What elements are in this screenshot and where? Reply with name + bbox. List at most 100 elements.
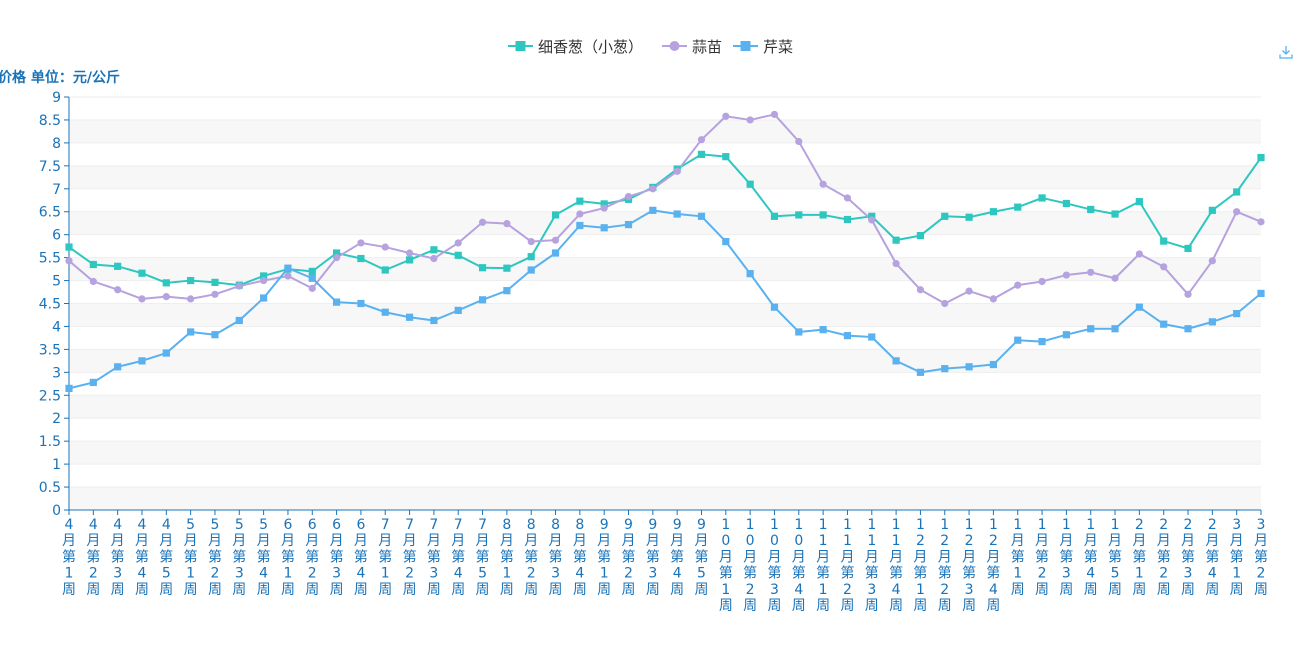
data-point[interactable] [1184, 290, 1192, 298]
data-point[interactable] [1087, 325, 1095, 333]
data-point[interactable] [770, 303, 779, 311]
data-point[interactable] [819, 211, 827, 219]
data-point[interactable] [260, 276, 268, 285]
data-point[interactable] [1208, 318, 1216, 326]
data-point[interactable] [527, 253, 535, 261]
data-point[interactable] [1111, 274, 1119, 282]
data-point[interactable] [697, 136, 706, 144]
data-point[interactable] [770, 212, 779, 220]
data-point[interactable] [503, 220, 511, 228]
data-point[interactable] [649, 185, 657, 193]
data-point[interactable] [1087, 268, 1095, 276]
data-point[interactable] [989, 360, 998, 369]
legend-item[interactable]: 细香葱（小葱） [508, 38, 643, 56]
data-point[interactable] [843, 194, 852, 202]
data-point[interactable] [308, 284, 316, 292]
data-point[interactable] [1233, 309, 1241, 318]
data-point[interactable] [454, 239, 462, 247]
data-point[interactable] [892, 357, 900, 365]
data-point[interactable] [187, 295, 195, 303]
data-point[interactable] [527, 237, 535, 246]
data-point[interactable] [1135, 303, 1143, 311]
data-point[interactable] [357, 239, 365, 247]
data-point[interactable] [916, 368, 925, 376]
data-point[interactable] [114, 286, 122, 294]
data-point[interactable] [1233, 188, 1241, 196]
data-point[interactable] [381, 308, 389, 316]
data-point[interactable] [868, 216, 876, 224]
data-point[interactable] [795, 211, 803, 219]
data-point[interactable] [1135, 198, 1143, 206]
data-point[interactable] [1062, 199, 1070, 208]
data-point[interactable] [260, 294, 268, 302]
data-point[interactable] [697, 150, 706, 158]
data-point[interactable] [1184, 325, 1192, 333]
data-point[interactable] [600, 224, 608, 232]
data-point[interactable] [357, 254, 365, 263]
data-point[interactable] [1111, 210, 1119, 218]
data-point[interactable] [1038, 194, 1046, 202]
data-point[interactable] [1111, 325, 1119, 333]
data-point[interactable] [89, 260, 97, 269]
data-point[interactable] [795, 328, 803, 336]
data-point[interactable] [843, 332, 852, 340]
data-point[interactable] [138, 269, 146, 277]
data-point[interactable] [1062, 271, 1070, 279]
data-point[interactable] [478, 296, 487, 304]
data-point[interactable] [892, 236, 900, 244]
data-point[interactable] [284, 264, 292, 272]
data-point[interactable] [746, 180, 754, 188]
data-point[interactable] [892, 259, 900, 268]
data-point[interactable] [478, 218, 487, 226]
data-point[interactable] [746, 116, 754, 124]
data-point[interactable] [503, 287, 511, 295]
data-point[interactable] [1233, 208, 1241, 216]
data-point[interactable] [1038, 337, 1046, 346]
data-point[interactable] [551, 211, 560, 219]
data-point[interactable] [503, 264, 511, 272]
data-point[interactable] [1014, 203, 1022, 211]
data-point[interactable] [1208, 206, 1216, 214]
data-point[interactable] [1038, 277, 1046, 286]
data-point[interactable] [65, 257, 73, 265]
data-point[interactable] [65, 384, 73, 392]
data-point[interactable] [576, 210, 584, 218]
data-point[interactable] [308, 267, 316, 275]
data-point[interactable] [868, 212, 876, 220]
data-point[interactable] [1160, 237, 1168, 245]
data-point[interactable] [649, 206, 657, 214]
data-point[interactable] [1257, 153, 1265, 162]
data-point[interactable] [308, 274, 316, 282]
data-point[interactable] [722, 237, 730, 246]
data-point[interactable] [405, 249, 414, 257]
data-point[interactable] [1257, 218, 1265, 226]
data-point[interactable] [795, 137, 803, 146]
data-point[interactable] [162, 349, 170, 357]
data-point[interactable] [162, 279, 170, 287]
data-point[interactable] [1160, 320, 1168, 328]
data-point[interactable] [843, 215, 852, 224]
data-point[interactable] [941, 365, 949, 373]
data-point[interactable] [114, 262, 122, 270]
data-point[interactable] [405, 313, 414, 321]
data-point[interactable] [868, 333, 876, 341]
data-point[interactable] [260, 272, 268, 280]
data-point[interactable] [722, 112, 730, 120]
legend-item[interactable]: 芹菜 [733, 38, 793, 56]
data-point[interactable] [332, 298, 341, 306]
data-point[interactable] [211, 290, 219, 298]
data-point[interactable] [478, 264, 487, 272]
data-point[interactable] [916, 231, 925, 240]
data-point[interactable] [332, 254, 341, 262]
data-point[interactable] [965, 213, 973, 221]
data-point[interactable] [1257, 289, 1265, 298]
data-point[interactable] [211, 331, 219, 339]
data-point[interactable] [1087, 205, 1095, 214]
data-point[interactable] [600, 200, 608, 208]
data-point[interactable] [551, 236, 560, 244]
data-point[interactable] [211, 278, 219, 286]
data-point[interactable] [941, 212, 949, 220]
data-point[interactable] [114, 363, 122, 371]
data-point[interactable] [1062, 331, 1070, 339]
data-point[interactable] [454, 251, 462, 259]
